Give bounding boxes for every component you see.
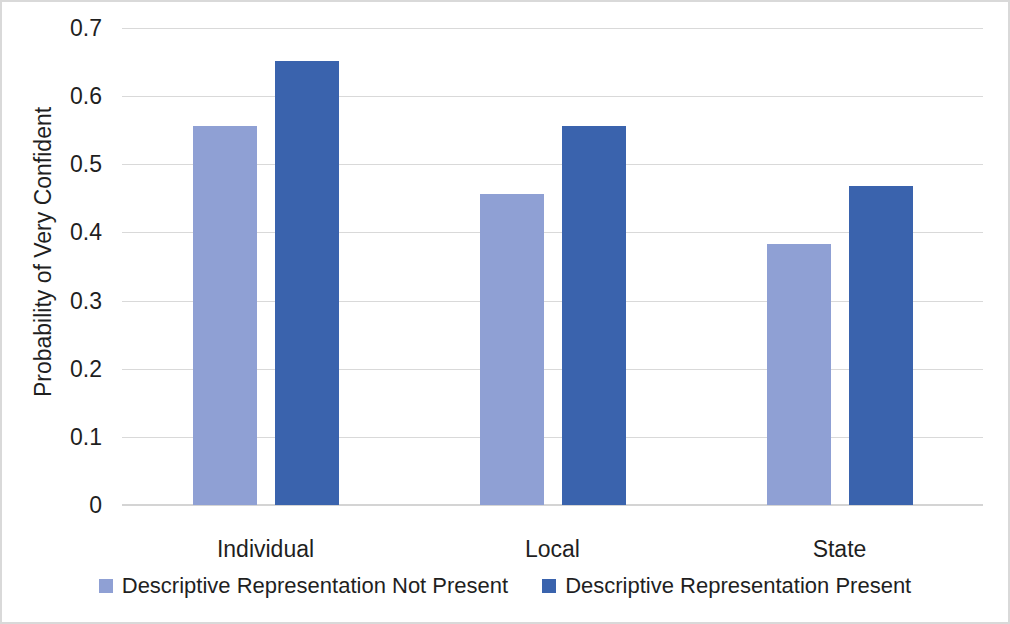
bar-group-state [696,28,983,505]
bar [849,186,913,505]
plot-area [122,28,983,505]
legend-item: Descriptive Representation Present [542,573,911,599]
legend-label: Descriptive Representation Present [565,573,911,599]
y-tick-label: 0.1 [70,423,102,450]
y-tick-label: 0.3 [70,287,102,314]
y-tick-label: 0.7 [70,15,102,42]
bar [193,126,257,505]
bar-groups [122,28,983,505]
legend-swatch-icon [542,579,556,593]
legend: Descriptive Representation Not Present De… [2,573,1008,599]
x-axis-labels: IndividualLocalState [122,536,983,563]
y-axis-tick-labels: 00.10.20.30.40.50.60.7 [2,28,102,505]
x-axis-label-individual: Individual [122,536,409,563]
legend-swatch-icon [99,579,113,593]
bar-group-local [409,28,696,505]
bar [275,61,339,505]
bar-chart: Probability of Very Confident 00.10.20.3… [0,0,1010,624]
y-tick-label: 0 [89,492,102,519]
bar [562,126,626,505]
bar [767,244,831,505]
bar-group-individual [122,28,409,505]
y-tick-label: 0.5 [70,151,102,178]
y-tick-label: 0.2 [70,355,102,382]
bar [480,194,544,505]
x-axis-label-state: State [696,536,983,563]
legend-item: Descriptive Representation Not Present [99,573,508,599]
legend-label: Descriptive Representation Not Present [122,573,508,599]
y-tick-label: 0.6 [70,83,102,110]
y-tick-label: 0.4 [70,219,102,246]
x-axis-label-local: Local [409,536,696,563]
